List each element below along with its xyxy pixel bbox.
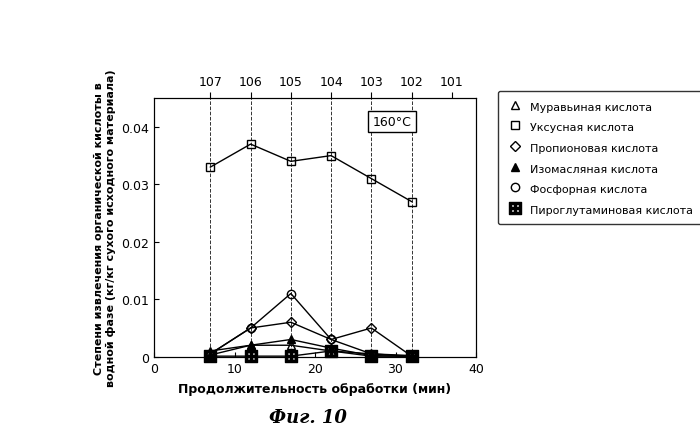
Legend: Муравьиная кислота, Уксусная кислота, Пропионовая кислота, Изомасляная кислота, : Муравьиная кислота, Уксусная кислота, Пр… bbox=[498, 92, 700, 225]
Y-axis label: Степени извлечения органической кислоты в
водной фазе (кг/кг сухого исходного ма: Степени извлечения органической кислоты … bbox=[94, 70, 116, 386]
Text: Фиг. 10: Фиг. 10 bbox=[269, 408, 347, 426]
Text: 160°C: 160°C bbox=[373, 116, 412, 129]
X-axis label: Продолжительность обработки (мин): Продолжительность обработки (мин) bbox=[178, 382, 452, 395]
